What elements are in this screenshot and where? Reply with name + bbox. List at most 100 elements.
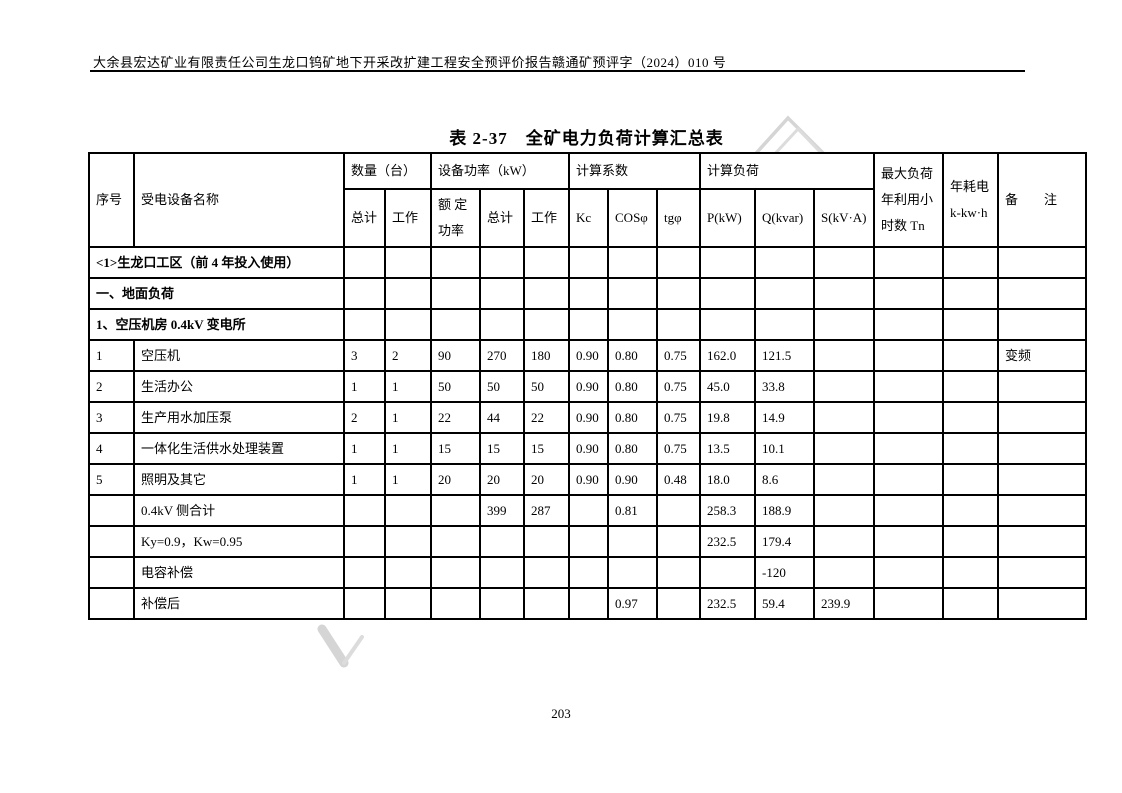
table-cell [997,494,1088,527]
table-cell [813,339,876,372]
table-cell [343,494,386,527]
table-cell: 0.90 [568,370,610,403]
table-cell-empty [383,246,433,279]
table-cell: 162.0 [699,339,757,372]
col-header-annual-consumption: 年耗电 k-kw·h [942,152,1000,248]
table-row: 3 生产用水加压泵 2 1 22 44 22 0.90 0.80 0.75 19.8 14.9 [88,401,1088,434]
table-cell: 188.9 [754,494,816,527]
table-cell: 0.97 [607,587,659,620]
table-cell-empty [430,308,482,341]
table-cell-empty [942,308,1000,341]
table-cell-empty [656,308,702,341]
section-label: 一、地面负荷 [88,277,345,310]
table-cell: 0.80 [607,432,659,465]
table-cell-empty [813,246,876,279]
table-cell [479,556,526,589]
table-cell: 电容补偿 [133,556,345,589]
col-header-seq: 序号 [88,152,135,248]
table-cell: 1 [383,401,433,434]
table-cell [479,587,526,620]
table-cell [942,339,1000,372]
table-cell: 0.75 [656,432,702,465]
table-cell [942,494,1000,527]
table-head: 序号 受电设备名称 数量（台） 设备功率（kW） 计算系数 计算负荷 最大负荷 … [88,152,1088,248]
table-cell [568,556,610,589]
table-cell-empty [430,246,482,279]
table-cell-empty [479,277,526,310]
document-header: 大余县宏达矿业有限责任公司生龙口钨矿地下开采改扩建工程安全预评价报告赣通矿预评字… [93,55,727,70]
table-body: <1>生龙口工区（前 4 年投入使用） 一、地面负荷 1、空压机房 0.4kV 变电… [88,246,1088,620]
table-cell: 239.9 [813,587,876,620]
table-cell-empty [699,308,757,341]
table-row: 补偿后 0.97 232.5 59.4 239.9 [88,587,1088,620]
table-cell: 10.1 [754,432,816,465]
table-cell: 3 [343,339,386,372]
col-group-quantity: 数量（台） [342,152,433,190]
table-cell-empty [568,246,610,279]
table-cell: 0.81 [607,494,659,527]
section-row: <1>生龙口工区（前 4 年投入使用） [88,246,1088,279]
table-cell-empty [813,277,876,310]
table-cell: 258.3 [699,494,757,527]
table-cell-empty [873,246,945,279]
table-cell [479,525,526,558]
table-cell-empty [997,308,1088,341]
table-cell: 0.80 [607,401,659,434]
table-cell [88,556,135,589]
table-cell-empty [942,277,1000,310]
section-row: 一、地面负荷 [88,277,1088,310]
table-cell: 15 [523,432,571,465]
table-cell: 2 [383,339,433,372]
col-group-calc-load: 计算负荷 [699,152,876,190]
table-cell: 2 [343,401,386,434]
table-cell [813,556,876,589]
table-cell [607,525,659,558]
table-cell: 13.5 [699,432,757,465]
table-cell [383,494,433,527]
table-cell [343,556,386,589]
table-cell: 0.75 [656,370,702,403]
table-cell [383,525,433,558]
page-number: 203 [551,706,571,721]
table-cell-empty [754,277,816,310]
table-cell-empty [343,246,386,279]
table-cell [383,556,433,589]
col-header-power-working: 工作 [523,188,571,248]
table-cell: 8.6 [754,463,816,496]
table-cell: 399 [479,494,526,527]
table-cell [607,556,659,589]
table-cell: 0.80 [607,370,659,403]
col-header-tg-phi: tgφ [656,188,702,248]
table-cell: 0.90 [568,463,610,496]
table-cell: 照明及其它 [133,463,345,496]
col-header-qty-working: 工作 [383,188,433,248]
table-cell [523,525,571,558]
table-cell-empty [607,246,659,279]
table-cell [813,463,876,496]
table-cell [873,463,945,496]
table-cell-empty [523,308,571,341]
table-title: 表 2-37 全矿电力负荷计算汇总表 [449,129,724,148]
table-cell-empty [873,277,945,310]
table-cell-empty [383,308,433,341]
table-cell [873,556,945,589]
table-cell [656,556,702,589]
table-cell [430,494,482,527]
table-cell [997,525,1088,558]
table-cell [942,587,1000,620]
table-cell-empty [699,246,757,279]
table-cell [873,432,945,465]
table-cell-empty [754,246,816,279]
col-header-s-kva: S(kV·A) [813,188,876,248]
table-cell-empty [699,277,757,310]
table-cell [997,556,1088,589]
table-cell: 1 [343,432,386,465]
table-cell: 180 [523,339,571,372]
table-cell: 1 [383,370,433,403]
table-cell [942,525,1000,558]
table-cell: 0.75 [656,339,702,372]
table-cell: 1 [383,463,433,496]
table-cell-empty [383,277,433,310]
table-cell-empty [754,308,816,341]
